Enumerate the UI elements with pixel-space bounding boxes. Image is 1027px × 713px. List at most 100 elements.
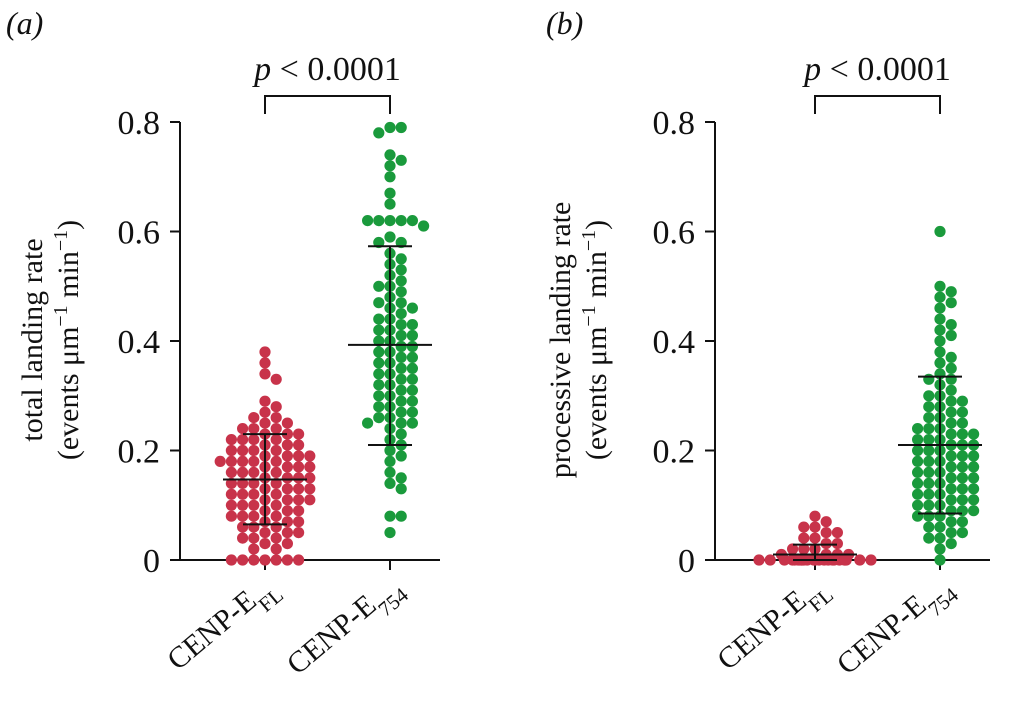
data-point <box>957 418 968 429</box>
data-point <box>271 543 282 554</box>
data-point <box>271 374 282 385</box>
bracket-line <box>815 96 940 114</box>
data-point <box>396 352 407 363</box>
data-point <box>373 281 384 292</box>
data-point <box>923 423 934 434</box>
data-point <box>237 511 248 522</box>
data-point <box>957 516 968 527</box>
data-point <box>865 554 876 565</box>
data-point <box>226 467 237 478</box>
data-point <box>809 511 820 522</box>
data-point <box>934 533 945 544</box>
data-point <box>968 472 979 483</box>
data-point <box>934 346 945 357</box>
y-axis-title-line2: (events μm−1 min−1) <box>578 220 613 460</box>
y-tick-label: 0.8 <box>118 105 161 142</box>
data-point <box>373 368 384 379</box>
data-point <box>923 374 934 385</box>
data-point <box>946 429 957 440</box>
data-point <box>946 418 957 429</box>
data-point <box>293 429 304 440</box>
data-point <box>396 253 407 264</box>
data-point <box>753 554 764 565</box>
data-point <box>259 407 270 418</box>
data-point <box>957 407 968 418</box>
data-point <box>396 275 407 286</box>
data-point <box>912 478 923 489</box>
data-point <box>946 516 957 527</box>
data-points-b <box>753 226 979 566</box>
data-point <box>271 412 282 423</box>
data-point <box>282 450 293 461</box>
data-point <box>282 505 293 516</box>
data-point <box>923 511 934 522</box>
data-point <box>304 472 315 483</box>
data-point <box>923 500 934 511</box>
data-point <box>946 396 957 407</box>
data-point <box>923 489 934 500</box>
data-point <box>282 554 293 565</box>
data-point <box>384 445 395 456</box>
data-point <box>946 286 957 297</box>
data-point <box>271 533 282 544</box>
data-point <box>396 429 407 440</box>
data-point <box>293 554 304 565</box>
data-point <box>271 500 282 511</box>
y-tick-label: 0.2 <box>118 434 161 471</box>
y-axis-title-line2: (events μm−1 min−1) <box>50 220 85 460</box>
data-point <box>293 527 304 538</box>
data-point <box>226 500 237 511</box>
data-point <box>271 489 282 500</box>
figure: (a) total landing rate (events μm−1 min−1… <box>0 0 1027 713</box>
data-point <box>821 538 832 549</box>
data-point <box>946 374 957 385</box>
data-point <box>362 418 373 429</box>
data-point <box>396 341 407 352</box>
data-point <box>968 450 979 461</box>
data-point <box>934 357 945 368</box>
data-point <box>946 461 957 472</box>
data-point <box>259 418 270 429</box>
data-point <box>304 494 315 505</box>
panel-label-b: (b) <box>546 5 583 41</box>
data-point <box>934 314 945 325</box>
data-point <box>407 374 418 385</box>
data-point <box>923 533 934 544</box>
data-point <box>226 554 237 565</box>
data-point <box>282 538 293 549</box>
data-point <box>237 500 248 511</box>
data-point <box>798 522 809 533</box>
data-point <box>923 456 934 467</box>
data-point <box>384 188 395 199</box>
data-point <box>293 461 304 472</box>
data-point <box>934 303 945 314</box>
data-point <box>259 554 270 565</box>
data-point <box>407 319 418 330</box>
data-point <box>407 385 418 396</box>
data-point <box>946 319 957 330</box>
data-point <box>418 220 429 231</box>
data-point <box>362 215 373 226</box>
data-point <box>407 407 418 418</box>
data-point <box>946 385 957 396</box>
data-point <box>384 199 395 210</box>
data-point <box>271 522 282 533</box>
y-tick-label: 0.6 <box>653 215 696 252</box>
data-point <box>248 522 259 533</box>
data-point <box>237 554 248 565</box>
data-point <box>293 483 304 494</box>
data-point <box>912 511 923 522</box>
data-point <box>957 527 968 538</box>
data-point <box>946 297 957 308</box>
significance-label-b: p < 0.0001 <box>802 51 951 88</box>
data-point <box>271 554 282 565</box>
data-point <box>248 412 259 423</box>
data-point <box>765 554 776 565</box>
data-point <box>271 445 282 456</box>
data-point <box>396 385 407 396</box>
data-point <box>373 325 384 336</box>
data-point <box>968 494 979 505</box>
y-tick-label: 0.2 <box>653 434 696 471</box>
data-point <box>259 357 270 368</box>
data-point <box>248 554 259 565</box>
